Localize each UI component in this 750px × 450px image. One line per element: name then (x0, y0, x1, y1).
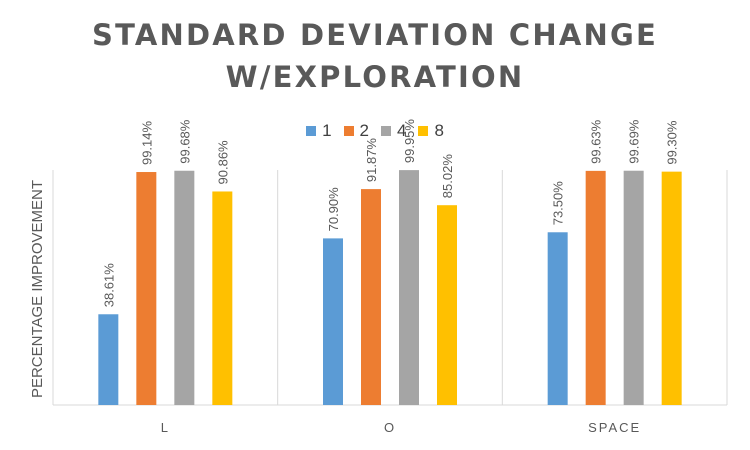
data-label: 38.61% (101, 263, 116, 308)
legend-swatch-8 (418, 126, 429, 136)
legend-item-8: 8 (418, 121, 444, 141)
data-label: 99.95% (402, 119, 417, 164)
legend-item-1: 1 (306, 121, 332, 141)
x-tick-label: SPACE (588, 420, 641, 435)
bar-2-space (585, 170, 606, 405)
legend-swatch-2 (343, 126, 354, 136)
legend-label-4: 4 (397, 121, 407, 140)
legend-item-2: 2 (343, 121, 369, 141)
data-label: 73.50% (551, 181, 566, 226)
chart-title-line-2: W/EXPLORATION (225, 60, 525, 94)
bar-1-o (323, 238, 343, 405)
legend: 1 2 4 8 (0, 121, 750, 141)
legend-label-2: 2 (359, 121, 369, 140)
data-label: 90.86% (215, 140, 230, 185)
bar-1-space (547, 232, 568, 405)
bar-1-l (98, 314, 119, 405)
legend-label-8: 8 (434, 121, 444, 140)
data-label: 99.63% (589, 119, 604, 164)
data-label: 99.30% (665, 120, 680, 165)
data-label: 99.14% (139, 120, 154, 165)
x-tick-label: L (161, 420, 170, 435)
legend-item-4: 4 (381, 121, 406, 141)
legend-swatch-4 (381, 126, 391, 136)
bar-4-l (174, 170, 195, 405)
data-label: 70.90% (326, 187, 341, 232)
data-label: 85.02% (440, 154, 455, 199)
legend-swatch-1 (306, 126, 317, 136)
bar-8-space (661, 171, 682, 405)
data-label: 99.68% (177, 119, 192, 164)
bar-8-l (212, 191, 233, 405)
data-label: 99.69% (627, 119, 642, 164)
bar-4-space (623, 170, 644, 405)
x-tick-label: O (384, 420, 396, 435)
bar-2-l (136, 172, 157, 405)
bar-4-o (399, 170, 419, 405)
legend-label-1: 1 (322, 121, 332, 140)
chart-title-line-1: STANDARD DEVIATION CHANGE (92, 18, 658, 52)
y-axis-label: PERCENTAGE IMPROVEMENT (29, 180, 46, 398)
bar-8-o (437, 205, 457, 405)
data-label: 91.87% (364, 138, 379, 183)
bar-2-o (361, 189, 381, 405)
